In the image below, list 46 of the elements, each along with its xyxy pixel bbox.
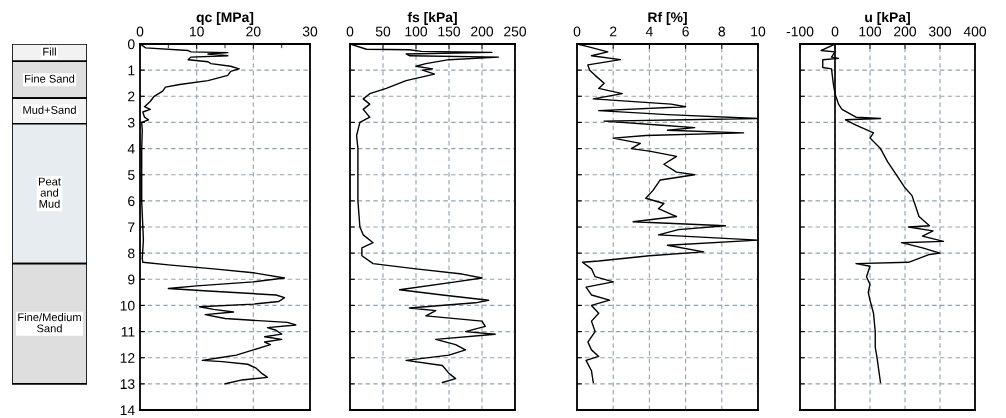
y-tick-label: 8 — [128, 248, 135, 259]
series-label: Fine/Medium Sand — [18, 312, 81, 333]
series-label: Fill — [43, 47, 56, 56]
x-tick-label: 20 — [246, 26, 261, 37]
y-tick-label: 1 — [128, 65, 135, 76]
y-tick-label: 4 — [127, 144, 135, 154]
x-tick-label: 10 — [751, 26, 766, 37]
x-axis-title: Rf [%] — [648, 11, 687, 25]
y-tick-label: 10 — [120, 300, 135, 311]
x-tick-label: 0 — [346, 26, 354, 37]
x-tick-label: 150 — [438, 26, 461, 37]
x-tick-label: 8 — [718, 26, 726, 37]
y-tick-label: 14 — [120, 405, 135, 416]
x-tick-label: 200 — [471, 26, 494, 37]
x-tick-label: 4 — [645, 26, 653, 37]
y-tick-label: 2 — [128, 91, 135, 102]
series-label: Peat and Mud — [38, 177, 61, 208]
y-tick-label: 9 — [128, 274, 135, 285]
x-tick-label: 6 — [682, 26, 689, 37]
x-tick-label: 100 — [405, 26, 428, 37]
x-tick-label: 0 — [831, 26, 839, 37]
x-tick-label: 0 — [136, 26, 144, 37]
x-axis-title: fs [kPa] — [407, 11, 457, 25]
y-tick-label: 0 — [127, 39, 135, 50]
x-tick-label: 250 — [504, 26, 527, 37]
x-tick-label: 400 — [963, 26, 987, 37]
x-axis-title: qc [MPa] — [196, 11, 254, 25]
x-tick-label: 200 — [894, 26, 917, 37]
x-tick-label: 300 — [928, 26, 952, 37]
series-label: Fine Sand — [25, 74, 75, 83]
x-tick-label: 10 — [190, 26, 204, 37]
y-tick-label: 6 — [128, 196, 135, 207]
y-tick-label: 13 — [120, 379, 135, 390]
x-tick-label: 100 — [859, 26, 882, 37]
x-tick-label: 30 — [302, 26, 318, 37]
y-tick-label: 5 — [127, 170, 135, 180]
x-tick-label: 50 — [375, 26, 391, 37]
y-tick-label: 7 — [128, 222, 135, 233]
x-axis-title: u [kPa] — [865, 11, 910, 25]
y-tick-label: 12 — [120, 353, 135, 363]
x-tick-label: -100 — [786, 26, 814, 37]
x-tick-label: 2 — [610, 26, 617, 37]
x-tick-label: 0 — [573, 26, 581, 37]
series-label: Mud+Sand — [23, 105, 76, 114]
y-tick-label: 11 — [121, 327, 135, 337]
y-tick-label: 3 — [127, 117, 135, 128]
